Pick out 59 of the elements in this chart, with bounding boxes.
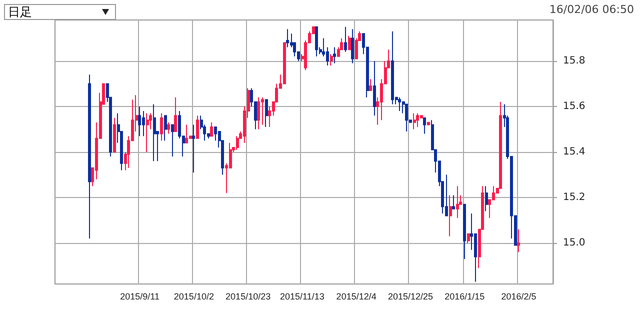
candlestick (369, 78, 372, 92)
candlestick (185, 124, 188, 144)
candlestick (351, 28, 354, 64)
candlestick (391, 30, 394, 105)
candlestick (164, 115, 167, 142)
candlestick (196, 115, 199, 139)
candlestick (373, 60, 376, 116)
candlestick (427, 122, 430, 126)
y-tick-label: 15.4 (563, 146, 586, 158)
x-tick-label: 2015/12/25 (388, 292, 433, 302)
candlestick (160, 112, 163, 142)
candlestick (452, 194, 455, 210)
candlestick (423, 117, 426, 134)
candlestick (467, 233, 470, 244)
x-tick-label: 2015/11/13 (280, 292, 324, 302)
x-tick-label: 2016/2/5 (501, 292, 536, 302)
candlestick (174, 96, 177, 132)
candlestick (330, 54, 333, 66)
candlestick (167, 122, 170, 134)
candlestick (236, 136, 239, 150)
candlestick (261, 96, 264, 126)
candlestick (463, 204, 466, 260)
candlestick (138, 106, 141, 137)
x-tick-label: 2015/9/11 (120, 292, 160, 302)
x-tick-label: 2015/10/23 (226, 292, 271, 302)
candlestick (517, 228, 520, 253)
candlestick (286, 28, 289, 48)
candlestick (171, 124, 174, 158)
x-tick-label: 2015/10/2 (174, 292, 214, 302)
candlestick (146, 112, 149, 152)
candlestick (344, 26, 347, 52)
candlestick (268, 106, 271, 128)
candlestick (413, 112, 416, 130)
candlestick (113, 117, 116, 152)
y-tick-label: 15.2 (563, 192, 586, 204)
candlestick (485, 186, 488, 212)
candlestick (445, 174, 448, 216)
candlestick (142, 110, 145, 137)
candlestick (416, 112, 419, 128)
candlestick (153, 104, 156, 162)
y-tick-label: 15.6 (563, 100, 586, 112)
candlestick (456, 186, 459, 218)
candlestick (210, 122, 213, 137)
candlestick (333, 46, 336, 64)
x-tick-label: 2016/1/15 (444, 292, 485, 302)
y-tick-label: 15.0 (563, 238, 586, 249)
text: 日足 (8, 5, 32, 19)
text: 16/02/06 06:50 (549, 3, 634, 16)
candlestick (348, 35, 351, 50)
candlestick (265, 99, 268, 128)
y-tick-label: 15.8 (563, 55, 586, 66)
candlestick (405, 104, 408, 132)
candlestick (88, 74, 91, 239)
x-tick-label: 2015/12/4 (336, 292, 376, 302)
candlestick (398, 96, 401, 112)
candlestick (257, 96, 260, 130)
candlestick (315, 26, 318, 57)
candlestick (449, 194, 452, 237)
candlestick (192, 124, 195, 173)
